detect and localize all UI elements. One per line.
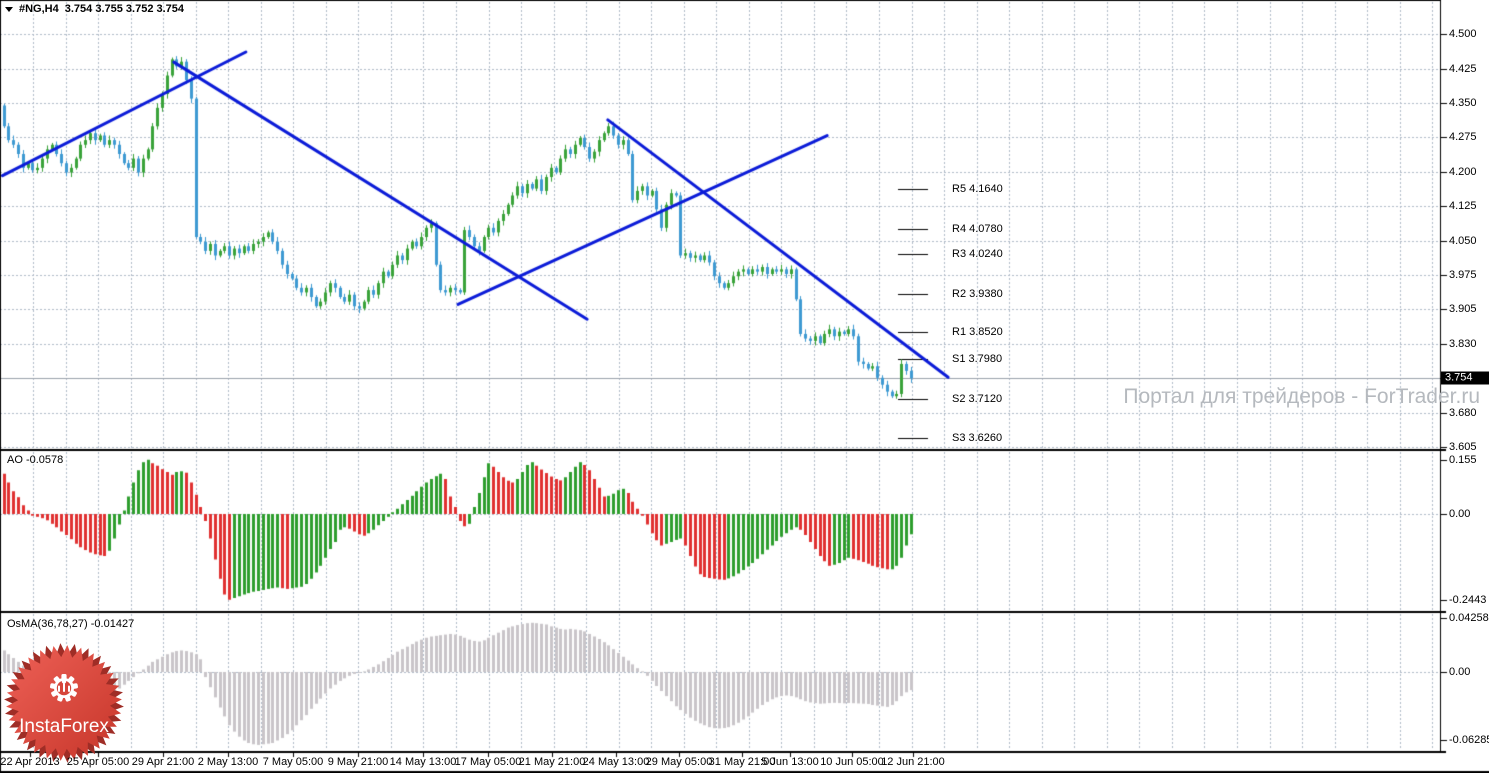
price-axis-label: 4.500 <box>1449 28 1477 40</box>
price-axis-label: 3.830 <box>1449 338 1477 350</box>
time-axis-label: 10 Jun 05:00 <box>820 756 884 768</box>
osma-scale-label: -0.06285 <box>1449 734 1489 746</box>
current-price-badge: 3.754 <box>1441 371 1489 385</box>
sr-level-label: R2 3.9380 <box>952 288 1003 300</box>
price-axis-label: 4.125 <box>1449 200 1477 212</box>
price-axis-label: 4.425 <box>1449 63 1477 75</box>
time-axis-label: 17 May 05:00 <box>454 756 522 768</box>
starburst-badge <box>4 643 124 763</box>
logo-text: InstaForex <box>19 716 109 737</box>
sr-level-label: S3 3.6260 <box>952 432 1003 444</box>
time-axis-label: 14 May 13:00 <box>389 756 457 768</box>
time-axis-label: 29 Apr 21:00 <box>131 756 195 768</box>
time-axis-label: 7 May 05:00 <box>262 756 324 768</box>
symbol-label: #NG,H4 <box>19 3 59 15</box>
time-axis-label: 5 Jun 13:00 <box>761 756 819 768</box>
ohlc-values: 3.754 3.755 3.752 3.754 <box>64 3 185 15</box>
price-axis-label: 3.975 <box>1449 269 1477 281</box>
time-axis-label: 21 May 21:00 <box>518 756 586 768</box>
time-axis-label: 25 Apr 05:00 <box>66 756 130 768</box>
sr-level-label: R3 4.0240 <box>952 248 1003 260</box>
ao-scale-label: 0.00 <box>1449 508 1471 520</box>
sr-level-label: R4 4.0780 <box>952 223 1003 235</box>
osma-indicator-label: OsMA(36,78,27) -0.01427 <box>7 618 135 630</box>
time-axis-label: 2 May 13:00 <box>197 756 259 768</box>
sr-level-label: R1 3.8520 <box>952 326 1003 338</box>
sr-level-label: S2 3.7120 <box>952 393 1003 405</box>
ao-scale-label: -0.2443 <box>1449 594 1487 606</box>
osma-scale-label: 0.04258 <box>1449 612 1489 624</box>
time-axis-label: 9 May 21:00 <box>327 756 389 768</box>
price-axis-label: 3.605 <box>1449 441 1477 453</box>
osma-scale-label: 0.00 <box>1449 666 1471 678</box>
price-axis-label: 4.200 <box>1449 166 1477 178</box>
price-axis-label: 3.680 <box>1449 407 1477 419</box>
time-axis-label: 12 Jun 21:00 <box>881 756 945 768</box>
time-axis-label: 22 Apr 2013 <box>0 756 60 768</box>
price-axis-label: 4.350 <box>1449 97 1477 109</box>
time-axis-label: 31 May 21:00 <box>708 756 776 768</box>
ao-scale-label: 0.155 <box>1449 454 1477 466</box>
time-axis-label: 24 May 13:00 <box>582 756 650 768</box>
ao-indicator-label: AO -0.0578 <box>7 454 64 466</box>
fortrader-watermark: Портал для трейдеров - ForTrader.ru <box>1123 385 1480 408</box>
price-axis-label: 4.050 <box>1449 235 1477 247</box>
price-axis-label: 4.275 <box>1449 131 1477 143</box>
time-axis-label: 29 May 05:00 <box>645 756 713 768</box>
price-axis-label: 3.905 <box>1449 303 1477 315</box>
chart-title: #NG,H4 3.754 3.755 3.752 3.754 <box>5 3 184 15</box>
symbol-dropdown-icon[interactable] <box>5 6 13 12</box>
sr-level-label: R5 4.1640 <box>952 183 1003 195</box>
gear-icon <box>49 674 79 702</box>
sr-level-label: S1 3.7980 <box>952 353 1003 365</box>
instaforex-logo: InstaForex <box>3 640 125 766</box>
